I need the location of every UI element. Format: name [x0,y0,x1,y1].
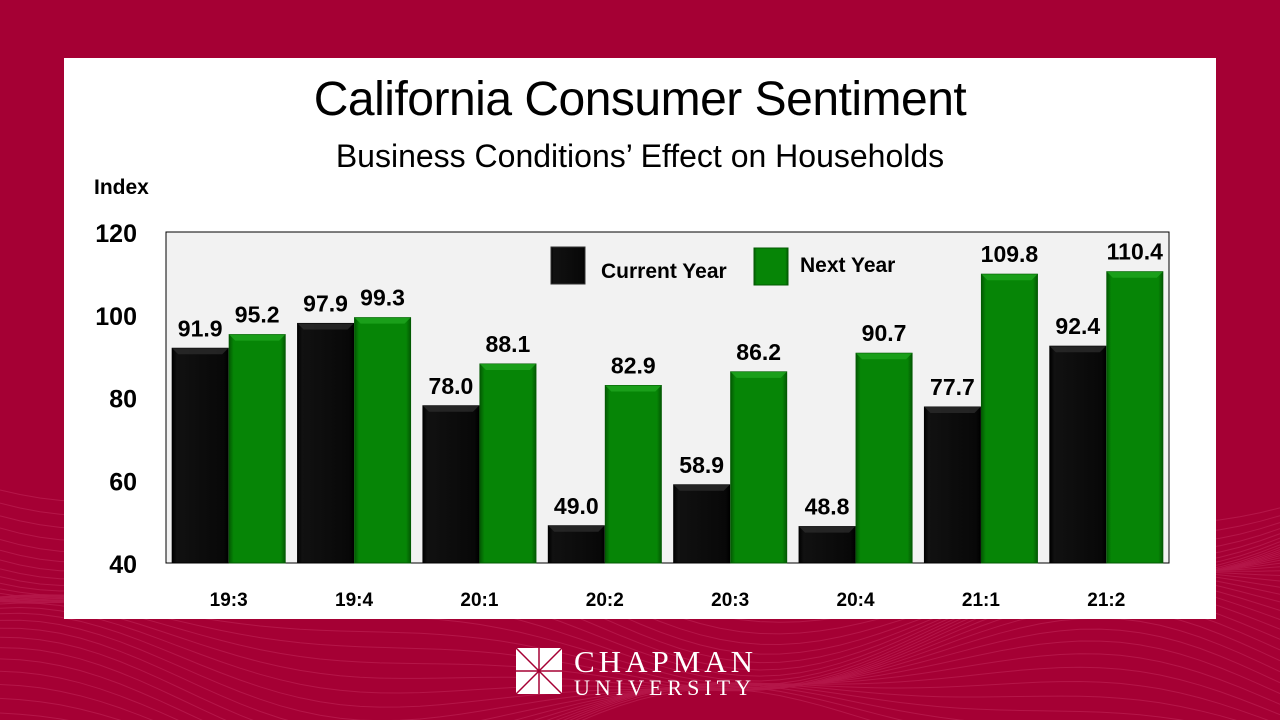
x-tick-label: 21:2 [1087,590,1125,611]
x-tick-label: 21:1 [962,590,1000,611]
x-tick-label: 20:3 [711,590,749,611]
bar-current-year [297,322,355,564]
logo-text-chapman: CHAPMAN [574,644,758,679]
bar-current-year [1049,345,1107,564]
bar-current-year [798,526,856,564]
bar-current-year [422,405,480,564]
bar-current-year [673,484,731,564]
bar-next-year [1106,271,1164,564]
legend-swatch-current [550,246,586,285]
y-tick-label: 80 [109,386,137,414]
y-tick-label: 40 [109,551,137,579]
y-tick-label: 100 [95,303,137,331]
legend-label-current: Current Year [601,260,727,283]
data-label: 58.9 [679,452,724,478]
data-label: 77.7 [930,374,975,400]
data-label: 99.3 [360,285,405,311]
bar-next-year [730,371,788,564]
x-tick-label: 20:4 [837,590,875,611]
data-label: 48.8 [805,494,850,520]
y-tick-label: 120 [95,220,137,248]
chapman-window-icon [516,648,562,694]
y-tick-label: 60 [109,468,137,496]
legend-label-next: Next Year [800,254,895,277]
data-label: 91.9 [178,315,223,341]
bar-next-year [855,352,913,564]
chart-title: California Consumer Sentiment [313,73,967,126]
y-axis-label: Index [94,176,149,199]
data-label: 95.2 [235,302,280,328]
legend: Current Year Next Year [550,246,895,286]
legend-swatch-next [753,247,789,286]
data-label: 88.1 [486,331,531,357]
logo-text-university: UNIVERSITY [574,675,756,700]
data-label: 92.4 [1055,313,1100,339]
bar-next-year [228,334,286,564]
bar-next-year [980,273,1038,564]
data-label: 49.0 [554,493,599,519]
data-label: 86.2 [736,339,781,365]
bar-next-year [354,317,412,564]
x-tick-label: 20:2 [586,590,624,611]
x-tick-label: 19:4 [335,590,373,611]
x-tick-label: 20:1 [460,590,498,611]
data-label: 82.9 [611,353,656,379]
bar-current-year [923,406,981,564]
data-label: 97.9 [303,290,348,316]
bar-current-year [171,347,229,564]
bar-current-year [547,525,605,564]
data-label: 78.0 [429,373,474,399]
chart-subtitle: Business Conditions’ Effect on Household… [335,138,945,174]
data-label: 110.4 [1107,239,1163,265]
bar-next-year [479,363,537,564]
bar-next-year [604,385,662,564]
x-tick-label: 19:3 [210,590,248,611]
data-label: 109.8 [981,241,1039,267]
data-label: 90.7 [862,320,907,346]
